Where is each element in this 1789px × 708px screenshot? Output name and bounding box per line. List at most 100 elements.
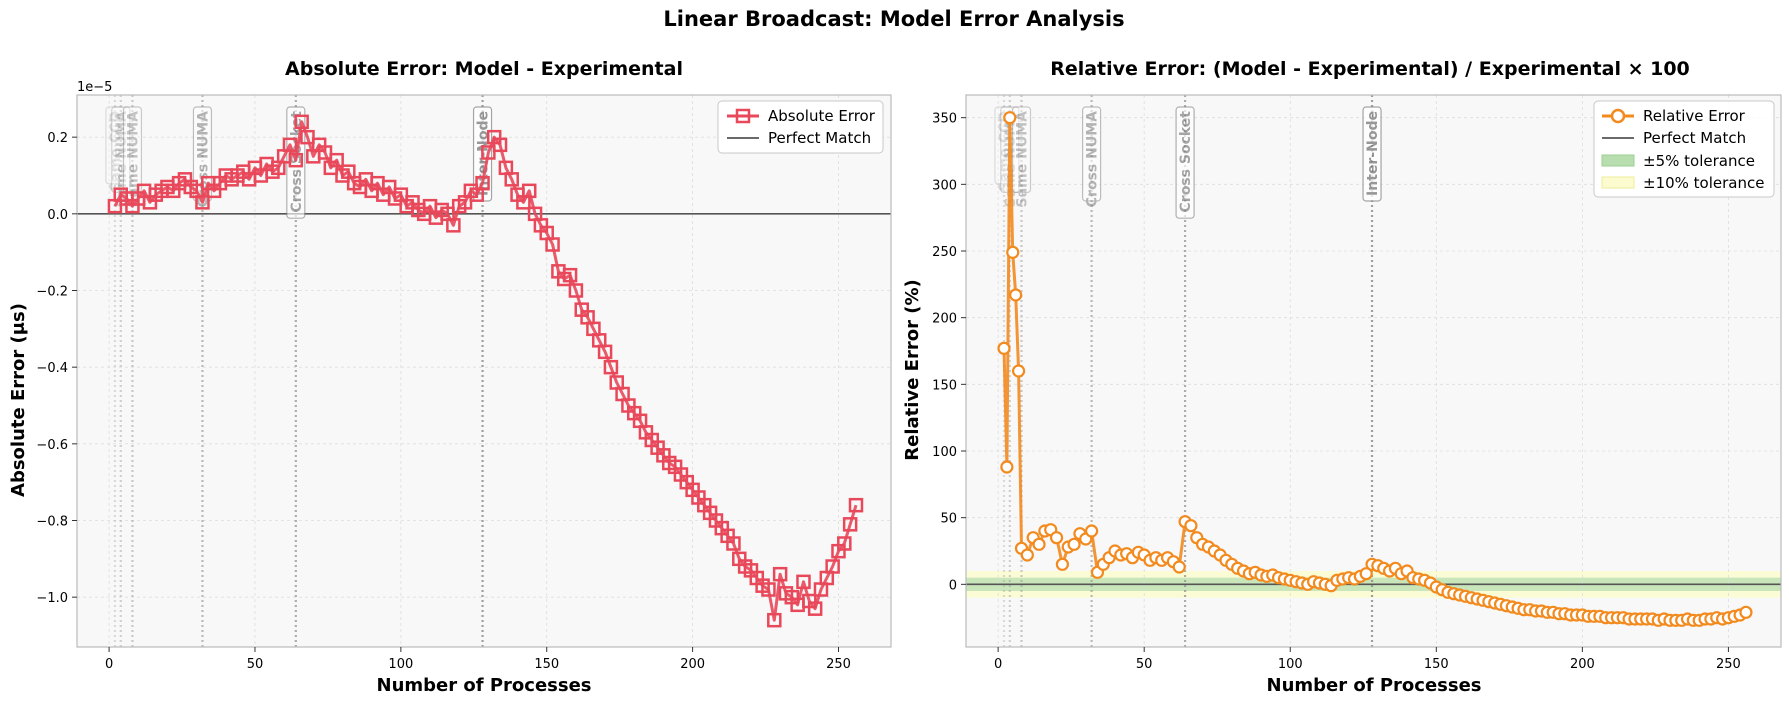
x-tick-label: 100: [388, 657, 413, 672]
data-point: [997, 341, 1011, 355]
legend-label-5pct-tolerance: ±5% tolerance: [1643, 152, 1755, 170]
y-tick-label: −0.4: [36, 361, 68, 376]
data-point: [603, 359, 619, 375]
topology-marker-label-box: [1175, 106, 1195, 219]
data-point: [282, 137, 298, 153]
data-point: [825, 559, 840, 574]
y-tick-label: 200: [932, 312, 957, 327]
y-tick-label: −1.0: [36, 591, 68, 606]
data-point: [848, 497, 864, 513]
topology-marker-label-box: [105, 106, 125, 185]
data-point: [317, 145, 333, 160]
topology-marker-label: Same NUMA: [125, 111, 141, 208]
data-point: [475, 175, 490, 191]
data-point: [1067, 537, 1081, 551]
x-tick-label: 250: [826, 657, 851, 672]
y-tick-label: 350: [932, 112, 957, 127]
legend-label-relative-error: Relative Error: [1643, 107, 1746, 125]
absolute-error-legend: Absolute Error Perfect Match: [717, 100, 884, 154]
absolute-error-series: [107, 114, 864, 628]
y-tick-label: 300: [932, 178, 957, 193]
topology-marker-label: Same NUMA: [114, 111, 130, 208]
x-tick-label: 200: [1570, 657, 1595, 672]
data-point: [492, 137, 508, 153]
y-tick-label: 100: [932, 445, 957, 460]
topology-marker-label-group: Cross Socket: [1175, 106, 1195, 219]
relative-error-ticks: 0 50 100 150 200 250 350 300 250 200 150 100 50 0: [932, 112, 1741, 672]
relative-error-frame: [965, 94, 1782, 648]
data-point: [1359, 567, 1373, 581]
data-point: [796, 574, 811, 590]
x-tick-label: 100: [1278, 657, 1303, 672]
figure-title: Linear Broadcast: Model Error Analysis: [663, 7, 1124, 31]
absolute-error-grid: [77, 95, 891, 647]
data-point: [1184, 519, 1198, 533]
data-point: [446, 218, 461, 233]
topology-marker-label: Same CCD: [108, 111, 124, 192]
data-point: [726, 536, 741, 551]
data-point: [504, 172, 519, 187]
x-tick-label: 250: [1716, 657, 1741, 672]
absolute-error-panel: Absolute Error: Model - Experimental Sam…: [8, 58, 892, 696]
y-tick-label: 150: [932, 378, 957, 393]
topology-marker-label-box: [1362, 106, 1382, 202]
data-point: [1003, 111, 1017, 125]
legend-label-perfect-match: Perfect Match: [768, 129, 871, 147]
data-point: [288, 152, 304, 168]
absolute-error-offset-text: 1e−5: [77, 80, 112, 95]
data-point: [842, 517, 858, 532]
x-tick-label: 0: [105, 657, 113, 672]
data-point: [521, 183, 537, 199]
topology-marker-label: Cross Socket: [1178, 111, 1194, 213]
topology-marker-label: Same NUMA: [1015, 111, 1031, 208]
topology-marker-label-box: [1011, 106, 1032, 194]
data-point: [195, 195, 210, 210]
topology-marker-label-group: Same CCD: [105, 106, 125, 192]
absolute-error-title: Absolute Error: Model - Experimental: [285, 58, 683, 80]
topology-marker-label-box: [1082, 106, 1102, 202]
x-tick-label: 0: [994, 657, 1002, 672]
data-point: [294, 114, 309, 130]
topology-marker-label-group: Inter-Node: [1362, 106, 1382, 202]
topology-marker-label: Cross NUMA: [1085, 111, 1101, 207]
data-point: [1172, 560, 1186, 574]
data-point: [761, 582, 776, 597]
data-point: [597, 344, 613, 360]
y-tick-label: 0.0: [47, 208, 68, 223]
data-point: [300, 129, 315, 145]
legend-swatch-5pct-tolerance: [1601, 154, 1635, 167]
x-tick-label: 150: [534, 657, 559, 672]
topology-marker-label-group: Cross NUMA: [1082, 106, 1102, 207]
x-tick-label: 150: [1424, 657, 1449, 672]
data-point: [1085, 524, 1099, 538]
data-point: [568, 283, 584, 298]
data-point: [562, 267, 578, 283]
relative-error-legend: Relative Error Perfect Match ±5% toleran…: [1593, 100, 1775, 198]
y-tick-label: 50: [940, 512, 957, 527]
y-tick-label: 0.2: [47, 131, 68, 146]
data-point: [1000, 460, 1014, 474]
topology-marker-label: Inter-Node: [1365, 111, 1381, 196]
y-tick-label: −0.6: [36, 438, 68, 453]
y-tick-label: 0: [949, 578, 957, 593]
data-point: [545, 237, 560, 252]
data-point: [1006, 245, 1020, 259]
absolute-error-legend-box: [717, 100, 884, 154]
data-point: [1055, 557, 1069, 571]
topology-marker-label-group: Same NUMA: [111, 106, 131, 208]
relative-error-xlabel: Number of Processes: [1267, 675, 1482, 696]
legend-label-absolute-error: Absolute Error: [768, 107, 876, 125]
data-point: [772, 566, 788, 582]
data-point: [329, 152, 344, 168]
legend-marker-relative-error: [1610, 108, 1626, 124]
data-point: [481, 145, 496, 160]
data-point: [1020, 548, 1034, 562]
relative-error-panel: Relative Error: (Model - Experimental) /…: [902, 58, 1782, 696]
data-point: [1049, 531, 1064, 545]
data-point: [807, 601, 823, 616]
absolute-error-frame: [76, 94, 892, 648]
legend-label-10pct-tolerance: ±10% tolerance: [1643, 174, 1764, 192]
x-tick-label: 50: [1136, 657, 1153, 672]
